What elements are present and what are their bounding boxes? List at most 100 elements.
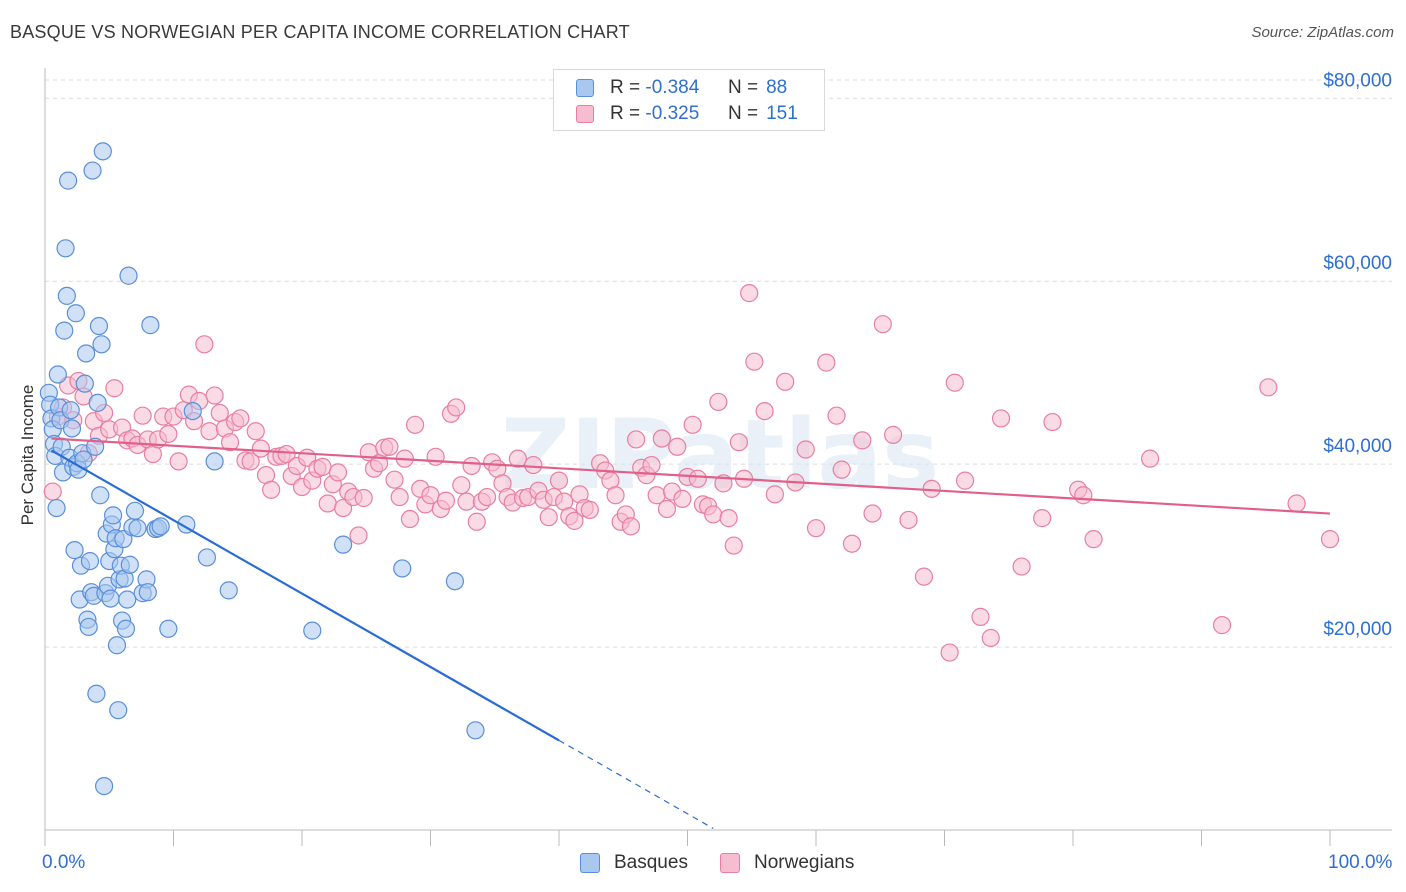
- norwegians-point: [1084, 530, 1103, 549]
- basques-trendline: [50, 449, 560, 742]
- norwegians-point: [318, 494, 337, 513]
- norwegians-point: [626, 430, 646, 449]
- basques-point: [48, 365, 67, 384]
- norwegians-point: [349, 526, 368, 545]
- norwegians-point: [991, 409, 1011, 428]
- basques-point: [79, 617, 98, 637]
- norwegians-point: [251, 439, 270, 458]
- legend-item-norwegians[interactable]: Norwegians: [720, 852, 854, 874]
- legend-n-value-basques: 88: [766, 77, 788, 98]
- norwegians-point: [231, 409, 250, 428]
- norwegians-point: [873, 315, 892, 334]
- norwegians-point: [1259, 378, 1278, 397]
- norwegians-point: [452, 476, 471, 495]
- norwegians-point: [462, 456, 481, 476]
- norwegians-point: [400, 509, 420, 529]
- norwegians-point: [606, 486, 625, 505]
- norwegians-point: [688, 469, 707, 488]
- basques-point: [101, 589, 120, 608]
- basques-point: [83, 161, 102, 180]
- norwegians-point: [385, 470, 404, 489]
- norwegians-point: [246, 422, 265, 441]
- basques-point: [303, 621, 322, 640]
- norwegians-point: [914, 567, 934, 586]
- norwegians-point: [477, 487, 497, 507]
- legend-swatch-norwegians: [576, 105, 594, 123]
- basques-point: [125, 501, 145, 520]
- norwegians-point: [719, 509, 738, 528]
- basques-point: [205, 452, 224, 471]
- basques-point: [88, 393, 107, 412]
- norwegians-point: [863, 504, 882, 523]
- basques-point: [80, 551, 100, 571]
- x-tick-label-min: 0.0%: [42, 852, 86, 873]
- norwegians-point: [621, 517, 641, 536]
- basques-point: [109, 701, 128, 720]
- correlation-legend: R = -0.384 N = 88 R = -0.325 N = 151: [553, 69, 825, 131]
- norwegians-point: [668, 437, 687, 456]
- basques-point: [445, 572, 465, 591]
- basques-point: [93, 142, 112, 161]
- norwegians-point: [1074, 486, 1093, 505]
- basques-point: [77, 344, 96, 363]
- norwegians-point: [426, 447, 445, 466]
- norwegians-point: [436, 491, 456, 510]
- norwegians-point: [832, 460, 851, 479]
- norwegians-point: [740, 284, 759, 303]
- basques-point: [219, 581, 238, 600]
- legend-r-label: R =: [610, 77, 641, 98]
- norwegians-point: [899, 510, 918, 530]
- basques-point: [466, 721, 485, 740]
- norwegians-point: [1212, 616, 1232, 635]
- basques-point: [107, 636, 127, 655]
- norwegians-point: [765, 485, 784, 504]
- basques-trendline-extension: [558, 739, 714, 829]
- norwegians-point: [380, 437, 399, 456]
- norwegians-point: [1140, 449, 1160, 468]
- basques-point: [138, 583, 157, 602]
- basques-point: [104, 506, 123, 525]
- legend-item-basques[interactable]: Basques: [580, 852, 688, 874]
- y-tick-label: $40,000: [1323, 436, 1392, 457]
- norwegians-point: [195, 335, 214, 354]
- legend-row-basques: R = -0.384 N = 88: [576, 76, 787, 100]
- norwegians-point: [755, 401, 774, 421]
- basques-point: [55, 321, 74, 340]
- norwegians-point: [539, 508, 558, 527]
- norwegians-point: [652, 429, 671, 448]
- norwegians-point: [981, 628, 1000, 648]
- basques-point: [87, 684, 106, 703]
- series-legend: Basques Norwegians: [0, 852, 1406, 878]
- trendlines: [50, 437, 1331, 829]
- basques-point: [75, 374, 94, 393]
- norwegians-point: [817, 353, 836, 372]
- basques-point: [151, 517, 170, 536]
- basques-point: [119, 266, 138, 285]
- norwegians-point: [405, 415, 425, 434]
- norwegians-point: [262, 480, 281, 499]
- norwegians-points: [43, 284, 1340, 662]
- norwegians-point: [657, 499, 677, 519]
- basques-point: [393, 559, 412, 578]
- y-tick-label: $80,000: [1323, 70, 1392, 91]
- basques-points: [39, 142, 485, 796]
- norwegians-point: [1012, 557, 1031, 576]
- norwegians-point: [971, 607, 990, 626]
- y-tick-labels: $20,000 $40,000 $60,000 $80,000: [1323, 70, 1392, 640]
- norwegians-point: [159, 424, 178, 444]
- legend-swatch-basques: [580, 853, 600, 873]
- norwegians-point: [390, 487, 409, 507]
- legend-swatch-norwegians: [720, 853, 740, 873]
- norwegians-point: [313, 457, 332, 476]
- norwegians-point: [524, 455, 543, 475]
- legend-r-value-basques: -0.384: [645, 77, 700, 98]
- norwegians-point: [565, 511, 584, 530]
- norwegians-point: [1287, 494, 1306, 513]
- norwegians-point: [724, 536, 743, 555]
- norwegians-point: [328, 463, 348, 482]
- norwegians-point: [745, 352, 764, 371]
- norwegians-point: [277, 444, 296, 464]
- legend-row-norwegians: R = -0.325 N = 151: [576, 102, 798, 126]
- basques-point: [89, 316, 109, 336]
